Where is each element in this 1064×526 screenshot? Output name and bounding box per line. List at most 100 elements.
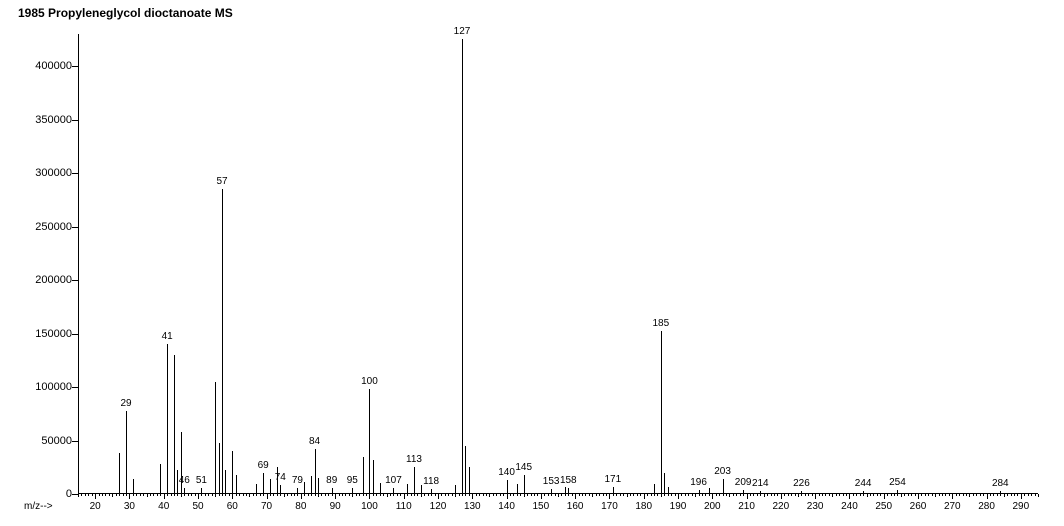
x-unit-tick (414, 494, 415, 496)
x-unit-tick (829, 494, 830, 496)
x-unit-tick (1014, 494, 1015, 496)
y-tick (72, 173, 78, 174)
peak-label: 51 (196, 475, 207, 486)
peak-bar (565, 487, 566, 494)
spectrum-plot: m/z--> 050000100000150000200000250000300… (78, 34, 1038, 494)
x-tick-label: 70 (261, 501, 272, 512)
x-unit-tick (119, 494, 120, 496)
x-unit-tick (407, 494, 408, 496)
x-unit-tick (606, 494, 607, 496)
x-tick (575, 494, 576, 499)
x-tick (369, 494, 370, 499)
x-unit-tick (599, 494, 600, 496)
x-unit-tick (356, 494, 357, 496)
x-unit-tick (201, 494, 202, 496)
x-unit-tick (719, 494, 720, 496)
x-unit-tick (688, 494, 689, 496)
x-unit-tick (589, 494, 590, 496)
x-tick-label: 270 (944, 501, 961, 512)
x-unit-tick (767, 494, 768, 496)
x-unit-tick (548, 494, 549, 496)
x-unit-tick (705, 494, 706, 496)
x-unit-tick (863, 494, 864, 496)
x-unit-tick (390, 494, 391, 496)
x-unit-tick (822, 494, 823, 496)
x-unit-tick (160, 494, 161, 496)
x-tick-label: 170 (601, 501, 618, 512)
x-tick (1021, 494, 1022, 499)
x-unit-tick (544, 494, 545, 496)
peak-bar (760, 491, 761, 494)
x-unit-tick (891, 494, 892, 496)
x-tick (815, 494, 816, 499)
x-unit-tick (304, 494, 305, 496)
x-unit-tick (633, 494, 634, 496)
x-unit-tick (777, 494, 778, 496)
x-unit-tick (219, 494, 220, 496)
x-tick-label: 120 (430, 501, 447, 512)
x-minor-tick (284, 494, 285, 497)
x-unit-tick (699, 494, 700, 496)
x-unit-tick (383, 494, 384, 496)
peak-bar (160, 464, 161, 494)
x-unit-tick (431, 494, 432, 496)
peak-label: 127 (454, 26, 471, 37)
peak-bar (232, 451, 233, 494)
peak-bar (315, 449, 316, 494)
x-unit-tick (623, 494, 624, 496)
peak-bar (352, 488, 353, 494)
x-unit-tick (743, 494, 744, 496)
x-tick-label: 240 (841, 501, 858, 512)
x-unit-tick (1028, 494, 1029, 496)
x-unit-tick (945, 494, 946, 496)
x-tick-label: 210 (738, 501, 755, 512)
x-tick-label: 230 (807, 501, 824, 512)
x-unit-tick (513, 494, 514, 496)
y-axis (78, 34, 79, 494)
x-unit-tick (915, 494, 916, 496)
x-minor-tick (969, 494, 970, 497)
x-unit-tick (140, 494, 141, 496)
peak-bar (311, 476, 312, 494)
x-unit-tick (537, 494, 538, 496)
x-tick (644, 494, 645, 499)
x-unit-tick (479, 494, 480, 496)
x-unit-tick (184, 494, 185, 496)
x-unit-tick (976, 494, 977, 496)
x-tick-label: 180 (635, 501, 652, 512)
x-tick (95, 494, 96, 499)
x-tick (164, 494, 165, 499)
peak-bar (469, 467, 470, 494)
x-unit-tick (582, 494, 583, 496)
x-unit-tick (928, 494, 929, 496)
x-unit-tick (760, 494, 761, 496)
peak-label: 226 (793, 478, 810, 489)
peak-label: 244 (855, 478, 872, 489)
peak-label: 89 (326, 475, 337, 486)
x-unit-tick (150, 494, 151, 496)
x-unit-tick (143, 494, 144, 496)
peak-bar (222, 189, 223, 494)
x-unit-tick (325, 494, 326, 496)
x-unit-tick (942, 494, 943, 496)
x-unit-tick (126, 494, 127, 496)
peak-bar (431, 489, 432, 494)
x-minor-tick (352, 494, 353, 497)
x-tick-label: 160 (567, 501, 584, 512)
peak-label: 100 (361, 376, 378, 387)
x-tick (198, 494, 199, 499)
y-tick (72, 441, 78, 442)
peak-bar (126, 411, 127, 494)
x-unit-tick (366, 494, 367, 496)
x-tick (507, 494, 508, 499)
x-unit-tick (616, 494, 617, 496)
x-unit-tick (897, 494, 898, 496)
peak-label: 57 (216, 176, 227, 187)
x-tick-label: 290 (1013, 501, 1030, 512)
x-unit-tick (445, 494, 446, 496)
x-tick-label: 260 (910, 501, 927, 512)
x-minor-tick (387, 494, 388, 497)
peak-bar (256, 484, 257, 494)
x-tick-label: 60 (227, 501, 238, 512)
x-unit-tick (716, 494, 717, 496)
